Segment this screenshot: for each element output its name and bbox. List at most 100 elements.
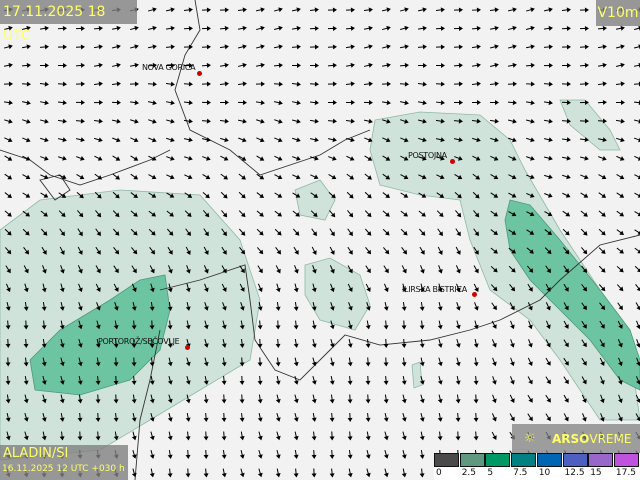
wind-arrow [112,137,121,143]
wind-arrow [273,25,283,31]
wind-arrow [291,25,301,31]
wind-arrow [275,265,281,274]
wind-arrow [563,247,570,255]
wind-arrow [40,174,49,180]
wind-arrow [129,100,139,106]
wind-arrow [238,173,246,180]
wind-arrow [130,44,139,50]
wind-arrow [363,62,373,68]
wind-arrow [419,301,425,311]
wind-arrow [77,412,83,422]
legend-swatch [562,453,588,467]
wind-arrow [221,228,227,237]
wind-arrow [149,283,155,293]
wind-arrow [471,118,481,124]
wind-arrow [275,320,281,330]
wind-arrow [75,62,85,68]
wind-arrow [401,301,407,311]
wind-arrow [149,265,155,274]
wind-arrow [382,137,391,143]
wind-arrow [455,357,461,367]
wind-arrow [221,210,228,218]
wind-arrow [5,431,11,441]
wind-arrow [113,247,120,255]
wind-arrow [544,193,553,198]
wind-arrow [203,246,209,255]
wind-arrow [165,62,175,68]
legend-swatch [485,453,511,467]
wind-arrow [221,468,227,478]
wind-arrow [130,25,139,31]
wind-arrow [327,62,337,68]
wind-arrow [543,100,553,106]
wind-arrow [23,357,29,367]
wind-arrow [401,283,407,293]
wind-arrow [183,62,193,68]
wind-arrow [616,210,625,217]
wind-arrow [436,210,444,218]
wind-arrow [41,246,47,255]
wind-arrow [471,25,481,31]
wind-arrow [383,247,390,255]
wind-arrow [345,81,355,87]
wind-arrow [562,174,571,180]
wind-arrow [347,431,353,441]
wind-arrow [418,174,427,180]
wind-arrow [58,155,67,161]
wind-arrow [221,265,227,274]
wind-arrow [561,25,571,31]
wind-arrow [238,137,247,143]
wind-arrow [293,301,299,311]
wind-arrow [364,155,373,161]
legend-swatch [511,453,537,467]
legend-swatch [434,453,459,467]
wind-arrow [399,62,409,68]
wind-arrow [616,137,625,143]
wind-arrow [39,25,49,31]
wind-arrow [293,338,299,348]
wind-arrow [201,44,211,50]
wind-arrow [130,210,138,217]
wind-arrow [219,25,229,31]
legend-swatch [588,453,614,467]
wind-arrow [112,210,120,218]
wind-arrow [95,357,101,367]
wind-arrow [510,357,515,367]
wind-arrow [400,137,409,143]
wind-arrow [508,44,517,50]
wind-arrow [597,137,607,143]
wind-arrow [526,7,535,13]
wind-arrow [239,375,245,385]
wind-arrow [401,431,407,441]
wind-arrow [490,265,498,273]
wind-arrow [131,431,137,441]
wind-arrow [59,394,65,404]
wind-arrow [93,62,103,68]
wind-arrow [382,228,390,236]
wind-arrow [202,174,211,180]
wind-arrow [401,357,407,367]
wind-arrow [293,357,299,367]
wind-arrow [113,283,119,292]
wind-arrow [59,246,65,255]
wind-arrow [184,192,193,198]
wind-arrow [327,25,337,31]
variable-label: V10m [596,0,640,26]
wind-arrow [292,192,301,198]
wind-arrow [345,7,355,13]
wind-arrow [220,191,228,199]
wind-arrow [347,357,353,367]
wind-arrow [527,413,533,422]
wind-arrow [183,44,193,50]
wind-arrow [77,265,83,274]
wind-arrow [59,357,65,367]
wind-arrow [563,376,569,385]
wind-arrow [491,320,497,329]
legend-tick: 2.5 [461,468,477,478]
wind-arrow [41,431,47,441]
wind-arrow [238,191,246,199]
wind-arrow [616,174,625,180]
wind-arrow [616,247,624,254]
wind-arrow [508,137,517,143]
wind-arrow [129,62,139,68]
